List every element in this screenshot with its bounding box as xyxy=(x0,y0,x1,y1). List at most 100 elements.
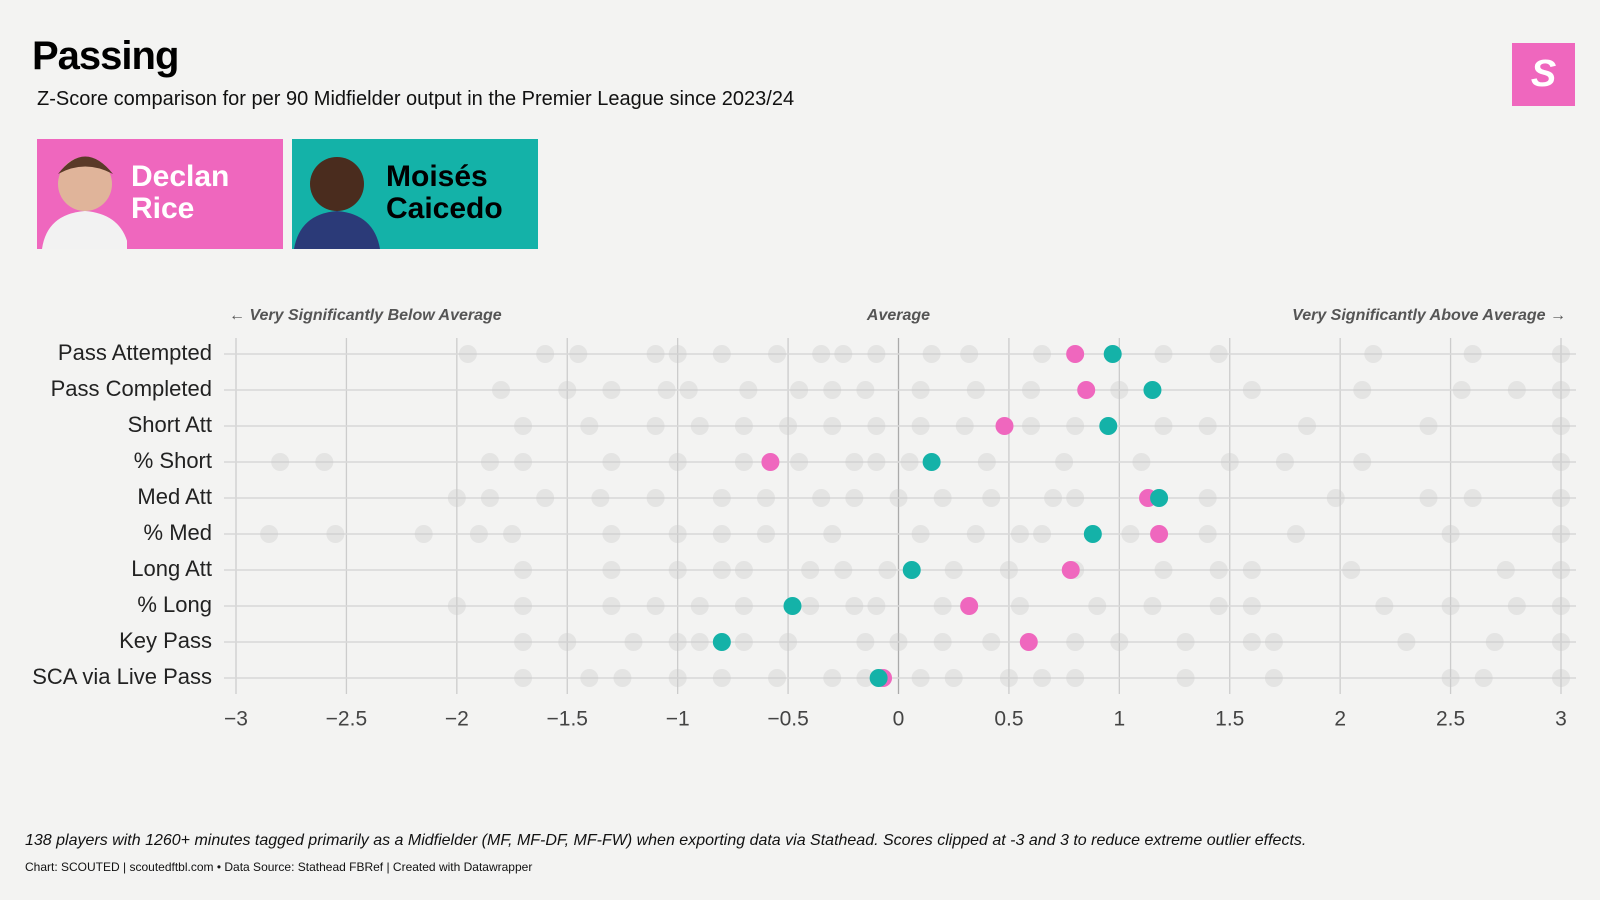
other-player-dot xyxy=(690,417,709,435)
other-player-dot xyxy=(602,453,621,471)
other-player-dot xyxy=(1209,345,1228,363)
other-player-dot xyxy=(823,669,842,687)
other-player-dot xyxy=(536,489,555,507)
other-player-dot xyxy=(790,381,809,399)
other-player-dot xyxy=(1110,381,1129,399)
y-tick-label: SCA via Live Pass xyxy=(32,664,212,689)
other-player-dot xyxy=(690,633,709,651)
other-player-dot xyxy=(712,489,731,507)
other-player-dot xyxy=(1132,453,1151,471)
other-player-dot xyxy=(1033,525,1052,543)
annotation: ← Very Significantly Below Average xyxy=(229,307,502,324)
other-player-dot xyxy=(514,597,533,615)
y-tick-label: Pass Attempted xyxy=(58,340,212,365)
other-player-dot xyxy=(690,597,709,615)
other-player-dot xyxy=(1552,345,1570,363)
other-player-dot xyxy=(845,453,864,471)
other-player-dot xyxy=(867,597,886,615)
logo[interactable]: S xyxy=(1512,43,1575,106)
other-player-dot xyxy=(1022,417,1040,435)
other-player-dot xyxy=(944,669,963,687)
other-player-dot xyxy=(613,669,632,687)
player-dot xyxy=(1077,381,1096,399)
other-player-dot xyxy=(966,381,985,399)
other-player-dot xyxy=(668,633,687,651)
other-player-dot xyxy=(1033,345,1052,363)
x-tick-label: −2 xyxy=(445,708,469,731)
other-player-dot xyxy=(1298,417,1317,435)
other-player-dot xyxy=(982,489,1001,507)
other-player-dot xyxy=(1055,453,1074,471)
y-tick-label: Long Att xyxy=(131,556,212,581)
other-player-dot xyxy=(1088,597,1107,615)
other-player-dot xyxy=(414,525,433,543)
other-player-dot xyxy=(966,525,985,543)
other-player-dot xyxy=(944,561,963,579)
other-player-dot xyxy=(646,489,665,507)
other-player-dot xyxy=(823,381,842,399)
x-tick-label: 0.5 xyxy=(994,708,1023,731)
other-player-dot xyxy=(734,597,753,615)
other-player-dot xyxy=(1154,561,1173,579)
other-player-dot xyxy=(823,417,842,435)
other-player-dot xyxy=(867,345,886,363)
other-player-dot xyxy=(768,345,787,363)
other-player-dot xyxy=(1044,489,1063,507)
legend-card: Moisés Caicedo xyxy=(292,139,538,249)
other-player-dot xyxy=(514,633,533,651)
other-player-dot xyxy=(867,453,886,471)
other-player-dot xyxy=(867,417,886,435)
x-tick-label: −3 xyxy=(224,708,248,731)
chart-title: Passing xyxy=(32,34,179,78)
other-player-dot xyxy=(1121,525,1140,543)
other-player-dot xyxy=(1143,597,1162,615)
other-player-dot xyxy=(1463,489,1482,507)
other-player-dot xyxy=(734,453,753,471)
player-dot xyxy=(869,669,888,687)
footnote: 138 players with 1260+ minutes tagged pr… xyxy=(25,832,1307,849)
other-player-dot xyxy=(458,345,477,363)
other-player-dot xyxy=(1033,669,1052,687)
other-player-dot xyxy=(712,561,731,579)
other-player-dot xyxy=(558,633,577,651)
other-player-dot xyxy=(1209,561,1228,579)
other-player-dot xyxy=(812,489,831,507)
player-dot xyxy=(712,633,731,651)
other-player-dot xyxy=(1552,453,1570,471)
other-player-dot xyxy=(1154,345,1173,363)
other-player-dot xyxy=(1552,381,1570,399)
other-player-dot xyxy=(977,453,996,471)
other-player-dot xyxy=(933,633,952,651)
other-player-dot xyxy=(1242,633,1261,651)
other-player-dot xyxy=(315,453,334,471)
player-dot xyxy=(995,417,1014,435)
other-player-dot xyxy=(602,597,621,615)
player-dot xyxy=(1150,489,1169,507)
other-player-dot xyxy=(1110,633,1129,651)
other-player-dot xyxy=(1275,453,1294,471)
annotation: Very Significantly Above Average → xyxy=(1292,307,1566,324)
other-player-dot xyxy=(447,597,466,615)
legend-card: Declan Rice xyxy=(37,139,283,249)
player-dot xyxy=(902,561,921,579)
y-tick-label: Key Pass xyxy=(119,628,212,653)
other-player-dot xyxy=(1397,633,1416,651)
other-player-dot xyxy=(768,669,787,687)
x-tick-label: 1.5 xyxy=(1215,708,1244,731)
other-player-dot xyxy=(999,669,1018,687)
other-player-dot xyxy=(1552,417,1570,435)
other-player-dot xyxy=(580,669,599,687)
other-player-dot xyxy=(1326,489,1345,507)
other-player-dot xyxy=(845,489,864,507)
other-player-dot xyxy=(1353,381,1372,399)
other-player-dot xyxy=(591,489,610,507)
other-player-dot xyxy=(569,345,588,363)
other-player-dot xyxy=(1010,525,1029,543)
other-player-dot xyxy=(646,345,665,363)
other-player-dot xyxy=(878,561,897,579)
x-tick-label: −1 xyxy=(666,708,690,731)
other-player-dot xyxy=(757,489,775,507)
other-player-dot xyxy=(679,381,698,399)
other-player-dot xyxy=(447,489,466,507)
